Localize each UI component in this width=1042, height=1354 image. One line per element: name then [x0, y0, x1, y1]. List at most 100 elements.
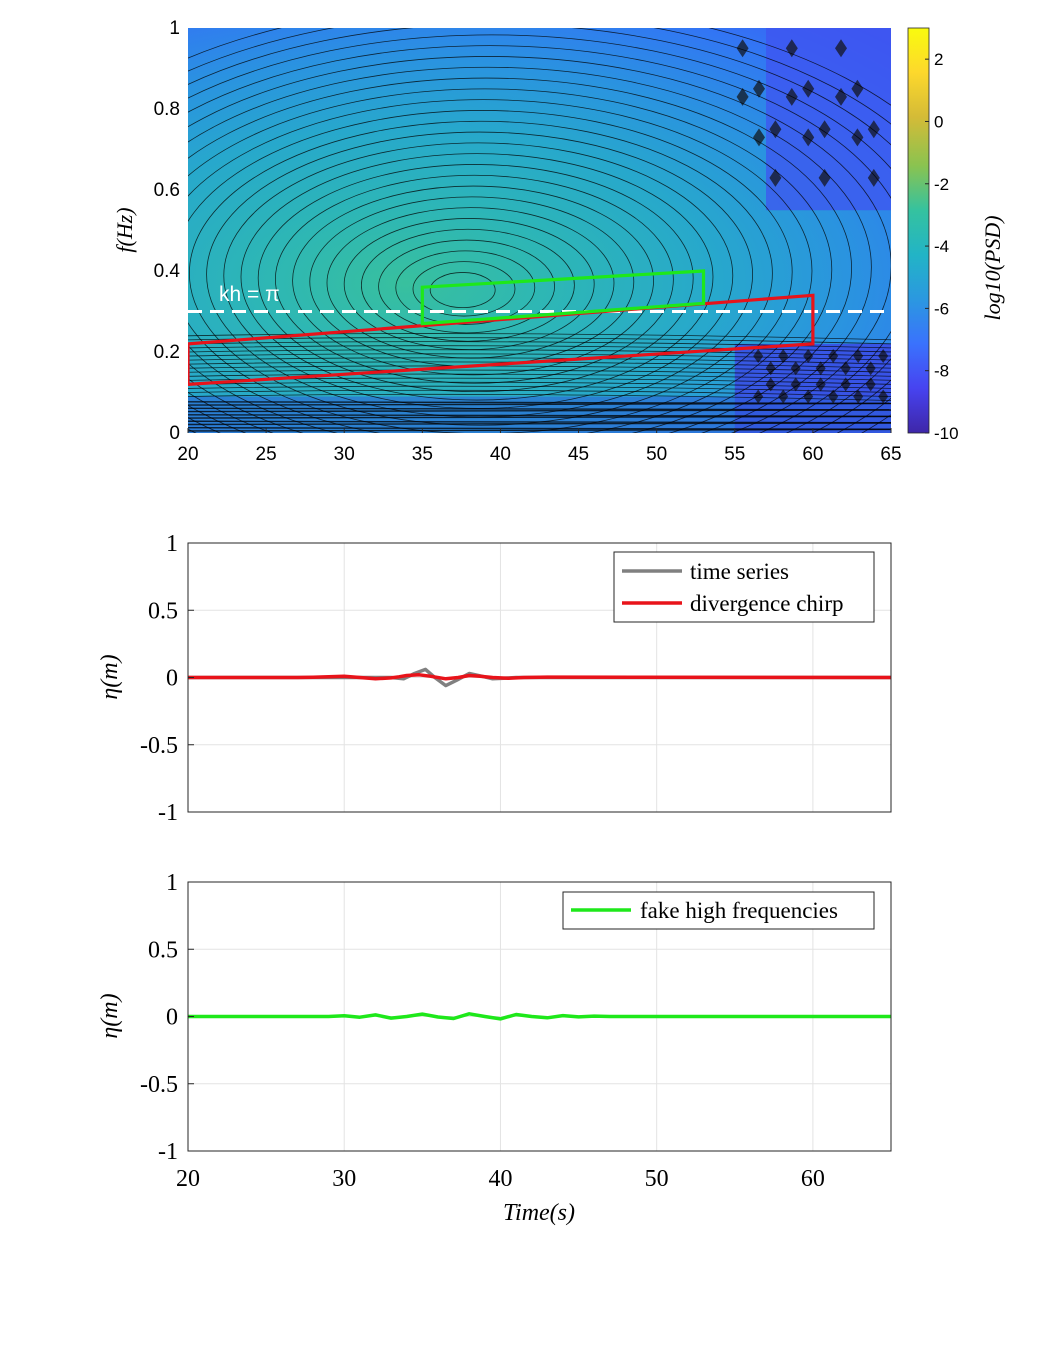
legend: time series divergence chirp	[613, 551, 875, 623]
contour-line	[188, 389, 891, 397]
noise-band-texture	[188, 28, 891, 433]
y-axis-label: η(m)	[97, 654, 123, 699]
contour-line	[188, 110, 793, 433]
x-tick-label: 30	[332, 1166, 356, 1192]
contour-line	[188, 99, 813, 433]
colorbar-tick-label: -4	[934, 237, 949, 256]
divergence-chirp-region	[188, 293, 815, 387]
contour-line	[188, 349, 891, 357]
fake-high-frequencies-panel: 1 0.5 0 -0.5 -1 20 30 40 50 60 η(m) Time(s) fake…	[97, 870, 892, 1226]
noise-diamond	[802, 79, 815, 98]
noise-diamond	[736, 87, 749, 106]
y-axis-label: η(m)	[97, 993, 123, 1038]
contour-line	[188, 56, 891, 433]
y-tick-label: 0	[166, 666, 178, 692]
contour-lines	[188, 28, 891, 433]
legend-label: fake high frequencies	[640, 898, 838, 923]
legend-box	[613, 551, 875, 623]
contour-line	[429, 272, 496, 309]
y-tick-label: 0.2	[154, 342, 180, 363]
noise-diamond	[769, 120, 782, 139]
x-tick-label: 65	[880, 444, 901, 465]
contour-line	[188, 365, 891, 373]
contour-line	[206, 131, 753, 418]
legend-label: divergence chirp	[690, 591, 843, 616]
colorbar-tick-label: 2	[934, 50, 943, 69]
noise-contour	[188, 409, 891, 413]
y-tick-label: -1	[158, 1139, 178, 1165]
y-tick-label: -0.5	[140, 733, 178, 759]
noise-contour	[188, 407, 891, 411]
noise-diamond	[765, 361, 776, 376]
contour-line	[395, 250, 536, 325]
noise-diamond	[765, 377, 776, 392]
noise-diamond	[753, 349, 764, 364]
y-tick-label: 0.5	[148, 937, 178, 963]
y-tick-label: -0.5	[140, 1072, 178, 1098]
contour-line	[223, 142, 734, 409]
noise-diamond	[840, 377, 851, 392]
contour-line	[188, 393, 891, 401]
x-tick-label: 45	[568, 444, 589, 465]
noise-diamond	[803, 349, 814, 364]
noise-diamond	[752, 128, 765, 147]
contour-line	[188, 381, 891, 389]
y-tick-label: 0.5	[148, 598, 178, 624]
noise-diamond	[867, 120, 880, 139]
noise-diamond	[867, 168, 880, 187]
y-tick-labels: 0 0.2 0.4 0.6 0.8 1	[154, 18, 181, 444]
contour-line	[257, 164, 694, 393]
colorbar-tick-labels: -10 -8 -6 -4 -2 0 2	[925, 50, 959, 443]
kh-pi-label: kh = π	[219, 283, 280, 306]
y-tick-label: 0.8	[154, 99, 180, 120]
y-tick-label: 0.4	[154, 261, 181, 282]
noise-diamond	[840, 361, 851, 376]
contour-line	[188, 88, 833, 433]
noise-diamond	[818, 168, 831, 187]
x-tick-label: 20	[177, 444, 198, 465]
contour-line	[188, 77, 852, 433]
noise-diamond	[803, 389, 814, 404]
noise-diamond	[835, 87, 848, 106]
noise-diamond	[828, 349, 839, 364]
time-series-panel: 1 0.5 0 -0.5 -1 η(m) time series divergence …	[97, 531, 892, 826]
contour-line	[188, 45, 891, 433]
series-lines	[188, 1012, 891, 1021]
contour-line	[188, 34, 891, 433]
noise-diamond	[851, 79, 864, 98]
x-tick-label: 20	[176, 1166, 200, 1192]
noise-diamond	[753, 389, 764, 404]
contour-line	[188, 373, 891, 381]
noise-diamond	[752, 79, 765, 98]
contour-line	[188, 385, 891, 393]
contour-line	[240, 153, 714, 401]
fake-high-frequency-region	[420, 269, 706, 326]
y-tick-label: 1	[169, 18, 180, 39]
y-tick-label: 0	[169, 423, 180, 444]
contour-line	[188, 353, 891, 361]
x-tick-label: 30	[334, 444, 355, 465]
noise-contour	[188, 401, 891, 405]
contour-line	[292, 185, 654, 376]
contour-line	[274, 174, 674, 384]
contour-line	[188, 333, 891, 341]
series-lines	[188, 667, 891, 688]
contour-line	[378, 239, 555, 334]
x-tick-label: 40	[488, 1166, 512, 1192]
x-tick-label: 55	[724, 444, 745, 465]
spectrogram-panel: kh = π 20 25 30 35 40 45 50 55 60 65 00.20.40.60.…	[112, 18, 1005, 465]
x-tick-label: 50	[646, 444, 667, 465]
y-tick-labels: 1 0.5 0 -0.5 -1	[140, 870, 194, 1165]
colorbar-tick-label: -10	[934, 424, 959, 443]
colorbar-tick-label: -8	[934, 362, 949, 381]
x-tick-label: 25	[256, 444, 277, 465]
y-axis-label: f(Hz)	[112, 207, 137, 252]
x-tick-label: 35	[412, 444, 433, 465]
contour-line	[188, 66, 872, 433]
legend: fake high frequencies	[562, 891, 875, 930]
colorbar	[907, 27, 930, 434]
noise-contour	[188, 428, 891, 432]
colorbar-label: log10(PSD)	[980, 215, 1005, 320]
x-axis-label: Time(s)	[503, 1200, 575, 1226]
noise-diamond	[736, 39, 749, 58]
